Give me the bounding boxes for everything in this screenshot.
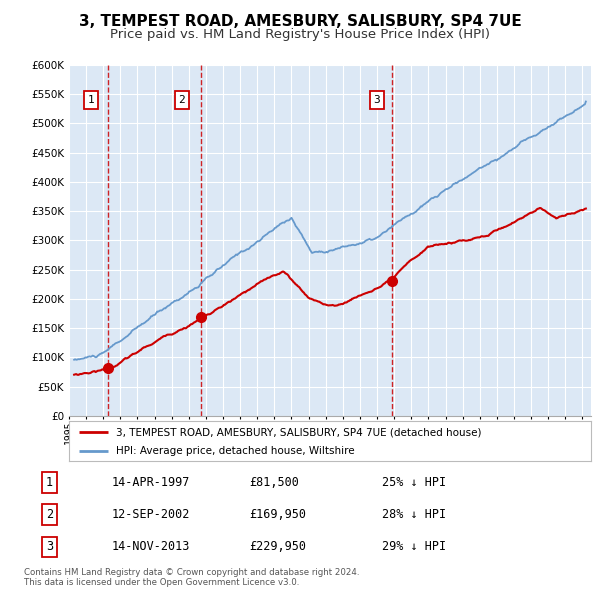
Text: 2: 2 — [179, 95, 185, 105]
Text: £229,950: £229,950 — [250, 540, 307, 553]
Text: 3, TEMPEST ROAD, AMESBURY, SALISBURY, SP4 7UE: 3, TEMPEST ROAD, AMESBURY, SALISBURY, SP… — [79, 14, 521, 29]
Text: 28% ↓ HPI: 28% ↓ HPI — [382, 508, 446, 522]
Text: Price paid vs. HM Land Registry's House Price Index (HPI): Price paid vs. HM Land Registry's House … — [110, 28, 490, 41]
Text: HPI: Average price, detached house, Wiltshire: HPI: Average price, detached house, Wilt… — [116, 446, 355, 456]
Text: 14-APR-1997: 14-APR-1997 — [112, 476, 190, 489]
Text: £81,500: £81,500 — [250, 476, 299, 489]
Text: 12-SEP-2002: 12-SEP-2002 — [112, 508, 190, 522]
Text: 3: 3 — [374, 95, 380, 105]
Text: 3: 3 — [46, 540, 53, 553]
Text: 1: 1 — [46, 476, 53, 489]
Text: 25% ↓ HPI: 25% ↓ HPI — [382, 476, 446, 489]
Text: 2: 2 — [46, 508, 53, 522]
Text: 1: 1 — [88, 95, 95, 105]
Text: £169,950: £169,950 — [250, 508, 307, 522]
Text: Contains HM Land Registry data © Crown copyright and database right 2024.
This d: Contains HM Land Registry data © Crown c… — [24, 568, 359, 587]
Text: 14-NOV-2013: 14-NOV-2013 — [112, 540, 190, 553]
Text: 29% ↓ HPI: 29% ↓ HPI — [382, 540, 446, 553]
Text: 3, TEMPEST ROAD, AMESBURY, SALISBURY, SP4 7UE (detached house): 3, TEMPEST ROAD, AMESBURY, SALISBURY, SP… — [116, 428, 481, 438]
